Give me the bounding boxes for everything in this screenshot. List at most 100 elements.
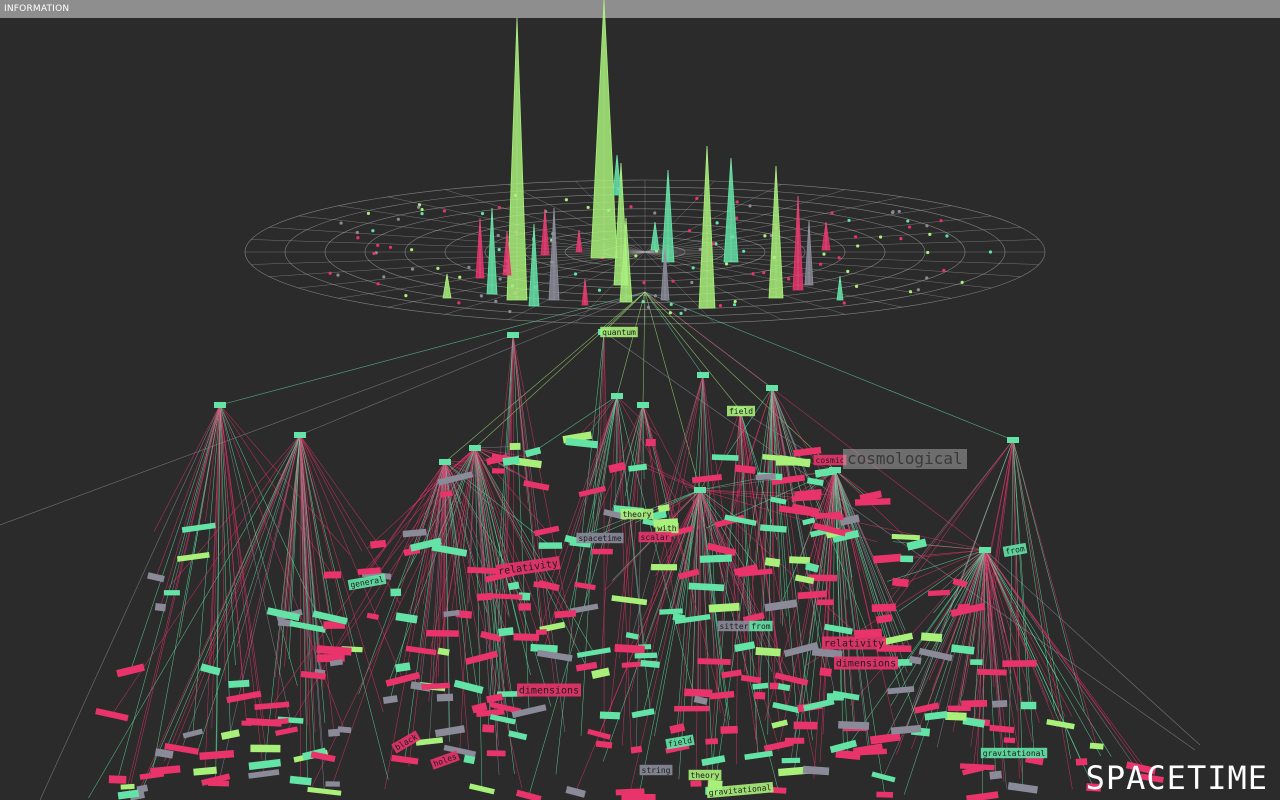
leaf-node bbox=[497, 691, 524, 698]
disc-dot bbox=[420, 211, 424, 216]
grid-spoke bbox=[444, 251, 646, 315]
grid-spoke bbox=[644, 189, 846, 253]
word-label-text: spacetime bbox=[578, 534, 622, 543]
edge bbox=[903, 549, 986, 795]
leaf-node bbox=[950, 602, 986, 617]
edge bbox=[205, 404, 221, 522]
edge bbox=[609, 404, 644, 716]
hub-node bbox=[694, 487, 706, 493]
leaf-node bbox=[515, 789, 542, 800]
leaf-node bbox=[150, 765, 181, 776]
edge bbox=[962, 549, 986, 650]
edge bbox=[444, 461, 507, 632]
grid-spoke bbox=[575, 251, 646, 324]
edge bbox=[204, 404, 221, 772]
edge bbox=[820, 469, 836, 512]
hub-node bbox=[469, 445, 481, 451]
leaf-node bbox=[486, 693, 504, 704]
disc-dot bbox=[629, 205, 633, 209]
disc-dot bbox=[742, 249, 746, 253]
leaf-node bbox=[829, 739, 858, 754]
disc-dot bbox=[926, 250, 930, 255]
leaf-node bbox=[482, 724, 495, 733]
leaf-node bbox=[659, 608, 683, 615]
edge bbox=[1012, 439, 1055, 711]
leaf-node bbox=[793, 721, 818, 730]
edge bbox=[800, 469, 836, 650]
leaf-node bbox=[814, 467, 837, 478]
leaf-node bbox=[771, 474, 806, 486]
edge bbox=[982, 549, 986, 630]
edge bbox=[111, 434, 301, 715]
edge bbox=[163, 434, 301, 754]
edge bbox=[218, 434, 301, 784]
disc-dot bbox=[420, 207, 424, 212]
edge bbox=[151, 404, 221, 776]
leaf-node bbox=[854, 628, 882, 639]
leaf-node bbox=[565, 437, 599, 449]
edge bbox=[429, 461, 446, 742]
leaf-node bbox=[651, 510, 668, 521]
disc-dot bbox=[494, 299, 498, 303]
leaf-node bbox=[275, 726, 299, 737]
leaf-node bbox=[752, 682, 769, 690]
leaf-node bbox=[511, 704, 547, 719]
leaf-node bbox=[876, 614, 893, 624]
edge bbox=[699, 489, 741, 521]
edge bbox=[299, 434, 310, 675]
edge bbox=[699, 489, 721, 714]
edge bbox=[219, 404, 231, 735]
leaf-node bbox=[691, 474, 723, 484]
disc-dot bbox=[328, 271, 332, 275]
spike-cone bbox=[575, 229, 583, 253]
word-label-bg bbox=[688, 769, 722, 781]
word-label: dimensions bbox=[517, 683, 581, 697]
word-label: field bbox=[665, 734, 695, 750]
edge bbox=[528, 404, 644, 797]
disc-dot bbox=[751, 272, 755, 276]
edge bbox=[642, 404, 675, 539]
edge bbox=[832, 469, 836, 512]
edge bbox=[638, 460, 701, 491]
edge bbox=[771, 387, 869, 634]
spike-cone bbox=[528, 223, 540, 307]
edge bbox=[624, 404, 644, 497]
leaf-node bbox=[789, 556, 811, 565]
edge bbox=[724, 387, 773, 458]
edge bbox=[411, 461, 446, 552]
edge bbox=[702, 374, 717, 626]
edge bbox=[771, 387, 806, 509]
edge bbox=[884, 439, 1014, 620]
disc-dot bbox=[372, 251, 376, 256]
edge bbox=[372, 461, 446, 617]
edge bbox=[444, 461, 450, 551]
leaf-node bbox=[989, 770, 1003, 780]
word-label-bg bbox=[576, 532, 624, 544]
leaf-node bbox=[147, 572, 165, 583]
disc-dot bbox=[724, 262, 729, 266]
edge bbox=[638, 489, 701, 798]
edge bbox=[474, 447, 595, 653]
leaf-node bbox=[824, 623, 853, 635]
edge bbox=[916, 544, 986, 551]
leaf-node bbox=[630, 745, 643, 754]
disc-dot bbox=[690, 280, 694, 285]
edge bbox=[422, 461, 446, 605]
leaf-node bbox=[835, 749, 861, 761]
disc-dot bbox=[683, 308, 687, 312]
edge bbox=[984, 549, 1061, 725]
leaf-node bbox=[536, 649, 573, 662]
disc-dot bbox=[691, 266, 695, 270]
leaf-node bbox=[310, 751, 336, 763]
leaf-node bbox=[811, 511, 844, 521]
leaf-node bbox=[724, 514, 757, 526]
leaf-node bbox=[952, 578, 968, 588]
grid-ring bbox=[284, 186, 1006, 318]
leaf-node bbox=[1007, 782, 1039, 794]
title-bar: INFORMATION bbox=[0, 0, 1280, 18]
edge bbox=[602, 404, 644, 552]
disc-dot bbox=[653, 294, 657, 298]
edge bbox=[504, 334, 514, 597]
edge bbox=[502, 334, 514, 720]
